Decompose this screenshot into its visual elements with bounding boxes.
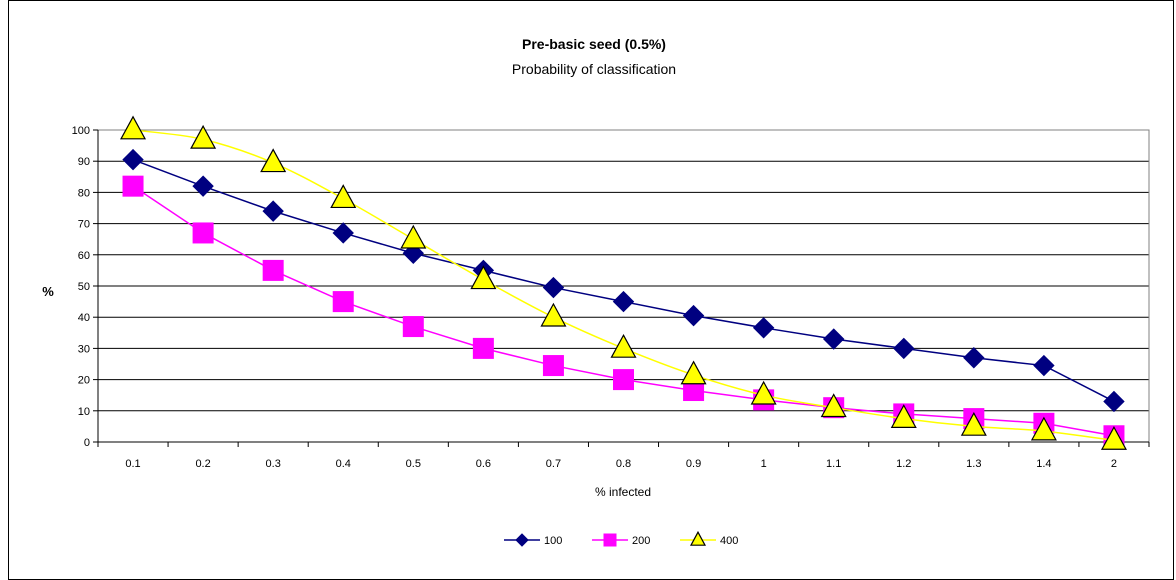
data-point <box>472 337 494 359</box>
x-tick-label: 1 <box>761 458 767 470</box>
data-point <box>402 316 424 338</box>
y-tick-label: 60 <box>78 250 90 262</box>
data-point <box>192 175 214 197</box>
data-point <box>1030 416 1057 441</box>
chart-title: Pre-basic seed (0.5%) <box>522 36 666 52</box>
gridlines <box>98 129 1149 412</box>
axes: 0 10 20 30 40 50 60 70 80 90 100 0.1 0.2 0.3 0.4 0.5 0.6… <box>72 125 1150 470</box>
legend-item: 100 <box>504 533 562 547</box>
y-tick-label: 80 <box>78 187 90 199</box>
data-point <box>262 200 284 222</box>
x-tick-label: 0.4 <box>336 458 351 470</box>
y-tick-label: 40 <box>78 312 90 324</box>
data-point <box>122 175 144 197</box>
legend-label: 400 <box>720 535 738 547</box>
x-tick-label: 1.2 <box>896 458 911 470</box>
data-point <box>1100 425 1127 450</box>
data-point <box>122 148 144 171</box>
x-tick-label: 0.3 <box>266 458 281 470</box>
x-tick-label: 2 <box>1111 458 1117 470</box>
data-point <box>400 224 427 249</box>
data-point <box>890 404 917 428</box>
y-tick-label: 0 <box>84 437 90 449</box>
data-point <box>603 533 617 547</box>
data-point <box>689 530 707 546</box>
legend: 100 200 400 <box>504 530 738 547</box>
legend-item: 400 <box>680 530 738 547</box>
chart-subtitle: Probability of classification <box>512 61 676 77</box>
x-tick-label: 1.3 <box>966 458 981 470</box>
data-point <box>190 124 217 149</box>
x-tick-label: 0.7 <box>546 458 561 470</box>
data-point <box>262 259 284 281</box>
data-point <box>1033 354 1055 377</box>
data-point <box>963 347 985 369</box>
x-tick-label: 0.1 <box>125 458 140 470</box>
data-point <box>960 411 987 436</box>
legend-label: 200 <box>632 535 650 547</box>
x-tick-label: 0.5 <box>406 458 421 470</box>
data-point <box>612 290 635 313</box>
y-tick-label: 50 <box>78 281 90 293</box>
data-point <box>613 369 634 391</box>
data-point <box>332 291 354 313</box>
data-point <box>820 393 847 418</box>
x-tick-label: 0.6 <box>476 458 491 470</box>
data-point <box>750 380 777 405</box>
data-point <box>330 184 357 209</box>
series-line <box>132 129 1115 442</box>
data-point <box>542 276 565 299</box>
data-point <box>822 328 845 350</box>
data-point <box>192 222 214 244</box>
data-point <box>682 304 705 327</box>
x-tick-label: 1.4 <box>1036 458 1051 470</box>
y-axis-label: % <box>42 284 54 299</box>
x-axis-label: % infected <box>595 485 651 499</box>
x-tick-label: 0.8 <box>616 458 631 470</box>
data-point <box>610 333 637 358</box>
legend-label: 100 <box>544 535 562 547</box>
data-point <box>470 265 497 290</box>
legend-item: 200 <box>592 533 650 547</box>
data-point <box>680 360 707 385</box>
y-tick-label: 90 <box>78 156 90 168</box>
x-tick-label: 0.9 <box>686 458 701 470</box>
data-point <box>515 533 529 547</box>
y-tick-label: 100 <box>72 125 90 137</box>
series-400 <box>120 115 1127 450</box>
data-point <box>120 115 147 140</box>
series <box>120 115 1127 450</box>
chart-frame <box>8 0 1174 580</box>
data-point <box>542 355 564 377</box>
data-point <box>260 148 287 173</box>
y-tick-label: 30 <box>78 343 90 355</box>
data-point <box>540 302 567 327</box>
data-point <box>1103 390 1125 413</box>
data-point <box>752 317 775 339</box>
y-tick-label: 10 <box>78 406 90 418</box>
y-tick-label: 20 <box>78 375 90 387</box>
x-tick-label: 1.1 <box>826 458 841 470</box>
data-point <box>893 337 915 360</box>
data-point <box>332 222 354 244</box>
x-tick-label: 0.2 <box>195 458 210 470</box>
y-tick-label: 70 <box>78 219 90 231</box>
